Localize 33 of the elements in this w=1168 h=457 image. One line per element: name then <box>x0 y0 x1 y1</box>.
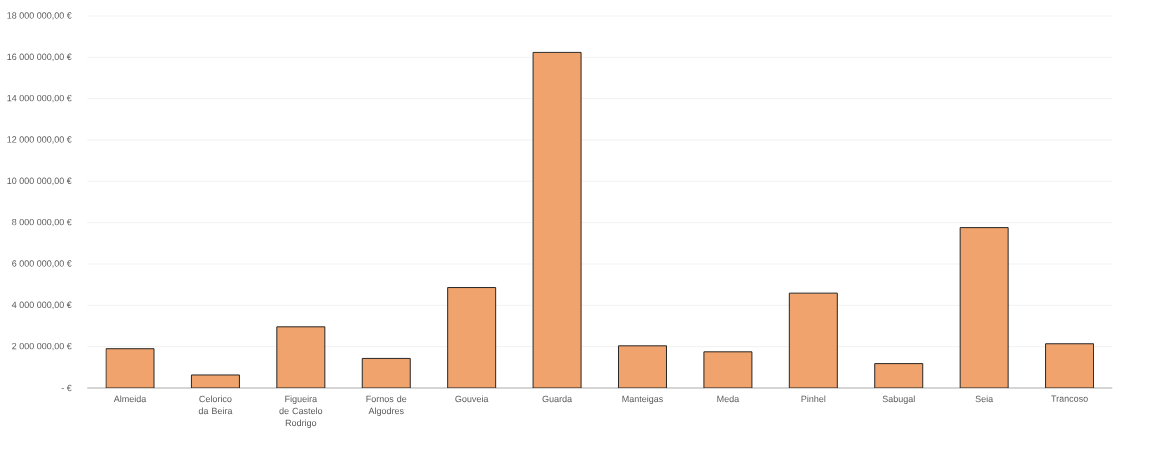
x-tick-label: Guarda <box>542 395 573 403</box>
x-tick-label: Trancoso <box>1051 395 1088 402</box>
x-tick-label: Fornos de Algodres <box>366 395 407 416</box>
bar <box>959 227 1009 388</box>
y-tick-label: 2 000 000,00 € <box>12 342 72 351</box>
y-tick-label: 10 000 000,00 € <box>7 177 72 186</box>
bar <box>703 351 753 388</box>
bar <box>788 292 838 388</box>
x-tick-label: Meda <box>717 395 740 403</box>
y-tick-label: 18 000 000,00 € <box>7 12 72 20</box>
x-tick-label: Seia <box>975 395 994 403</box>
bar <box>874 363 924 388</box>
y-tick-label: 16 000 000,00 € <box>7 53 72 62</box>
x-tick-label: Figueira de Castelo Rodrigo <box>279 395 323 428</box>
bar <box>276 326 326 388</box>
bar <box>361 357 411 388</box>
y-tick-label: 6 000 000,00 € <box>12 260 72 268</box>
y-tick-label: 4 000 000,00 € <box>11 301 72 310</box>
bar <box>618 345 667 388</box>
x-tick-label: Pinhel <box>801 395 826 403</box>
x-tick-label: Sabugal <box>882 395 915 404</box>
y-tick-label: - € <box>61 384 72 392</box>
bar <box>532 51 582 388</box>
x-tick-label: Celorico da Beira <box>198 395 233 415</box>
y-tick-label: 14 000 000,00 € <box>7 94 72 103</box>
bar <box>1045 343 1095 388</box>
y-tick-label: 8 000 000,00 € <box>12 218 72 227</box>
y-tick-label: 12 000 000,00 € <box>7 136 72 144</box>
x-tick-label: Gouveia <box>455 395 489 403</box>
x-tick-label: Almeida <box>113 395 147 403</box>
x-tick-label: Manteigas <box>622 395 663 404</box>
bar <box>105 348 155 388</box>
bar <box>447 287 497 388</box>
